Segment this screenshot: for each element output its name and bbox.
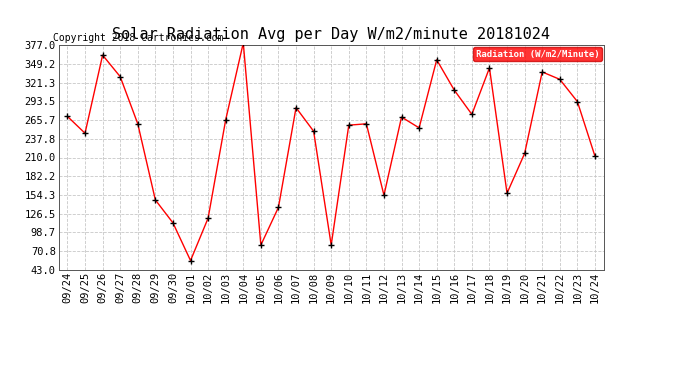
Title: Solar Radiation Avg per Day W/m2/minute 20181024: Solar Radiation Avg per Day W/m2/minute … <box>112 27 550 42</box>
Legend: Radiation (W/m2/Minute): Radiation (W/m2/Minute) <box>473 47 602 61</box>
Text: Copyright 2018 Cartronics.com: Copyright 2018 Cartronics.com <box>53 33 224 43</box>
